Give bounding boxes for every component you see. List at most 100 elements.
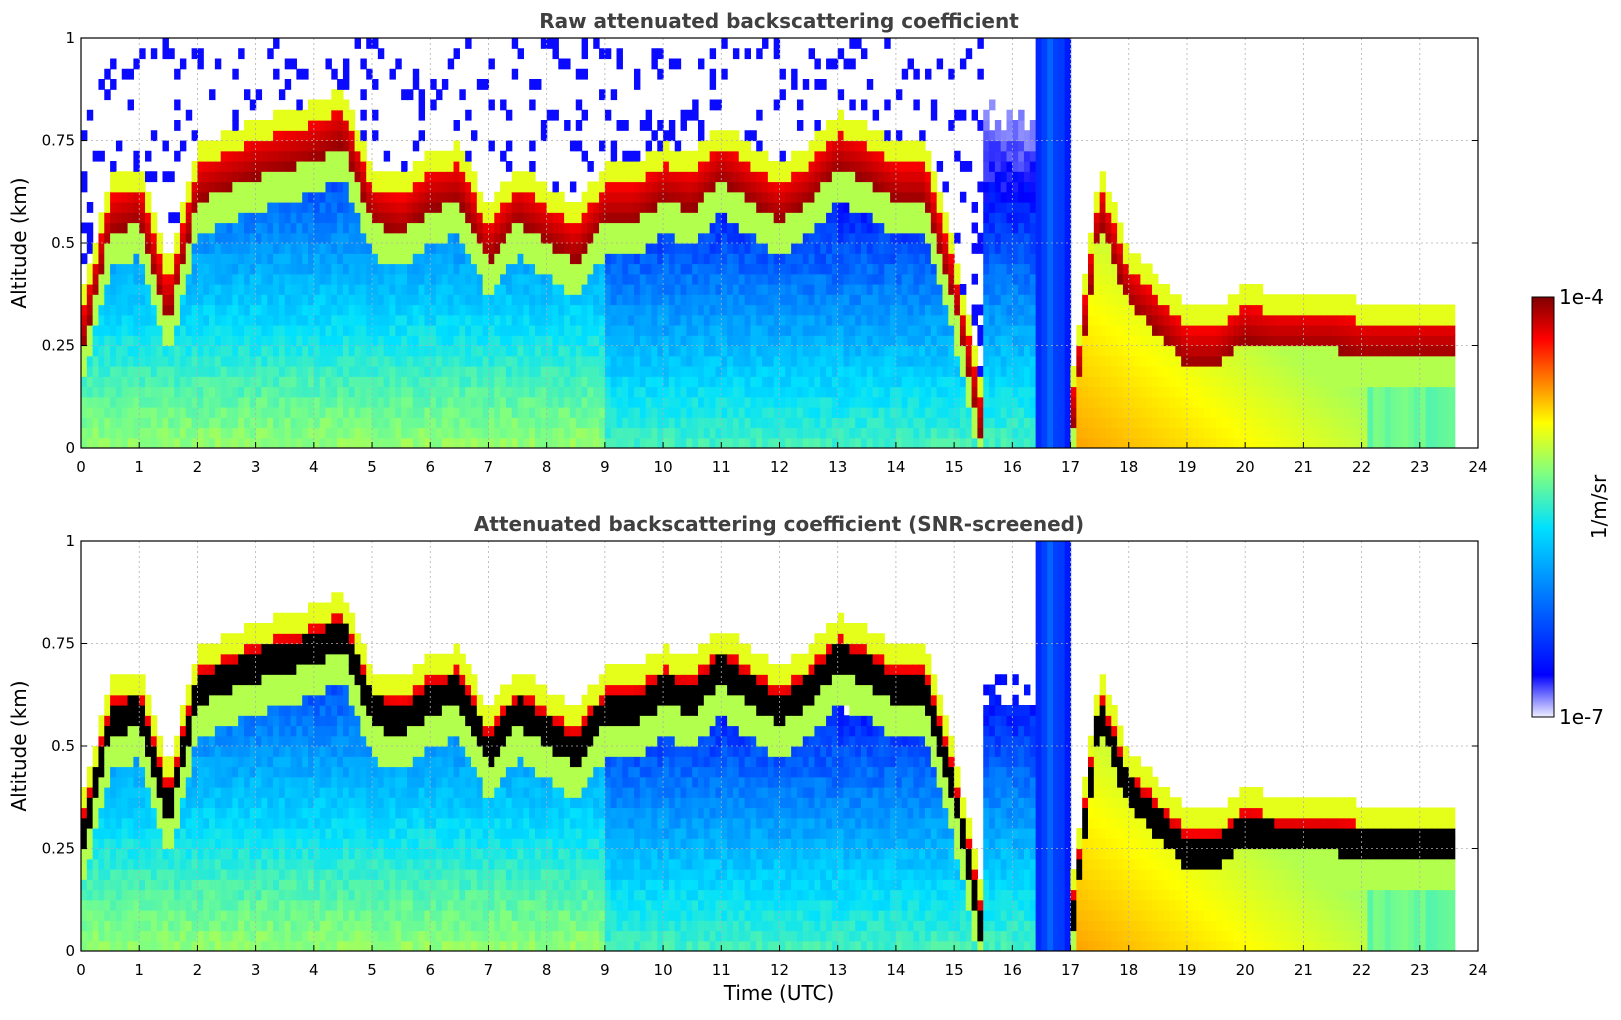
heatmap-cell bbox=[959, 345, 967, 357]
heatmap-cell bbox=[81, 407, 88, 418]
heatmap-cell bbox=[331, 140, 338, 152]
heatmap-cell bbox=[802, 202, 810, 213]
heatmap-cell bbox=[273, 304, 280, 316]
heatmap-cell bbox=[273, 181, 280, 193]
heatmap-cell bbox=[814, 130, 821, 142]
heatmap-cell bbox=[273, 366, 280, 377]
heatmap-cell bbox=[604, 355, 612, 367]
heatmap-cell bbox=[395, 284, 402, 295]
heatmap-cell bbox=[1000, 171, 1008, 183]
heatmap-cell bbox=[133, 253, 140, 265]
heatmap-cell bbox=[482, 212, 490, 224]
heatmap-cell bbox=[267, 202, 274, 213]
heatmap-cell bbox=[651, 335, 658, 347]
heatmap-cell bbox=[383, 304, 391, 316]
heatmap-cell bbox=[535, 243, 542, 254]
heatmap-cell bbox=[930, 212, 938, 224]
heatmap-cell bbox=[703, 212, 711, 224]
heatmap-cell bbox=[709, 396, 717, 408]
heatmap-cell bbox=[727, 386, 734, 398]
heatmap-cell bbox=[127, 99, 134, 111]
heatmap-cell bbox=[808, 222, 816, 234]
heatmap-cell bbox=[727, 396, 734, 408]
heatmap-cell bbox=[855, 345, 862, 357]
heatmap-cell bbox=[191, 130, 199, 142]
heatmap-cell bbox=[529, 253, 536, 265]
heatmap-cell bbox=[273, 243, 280, 254]
heatmap-cell bbox=[587, 437, 594, 448]
heatmap-cell bbox=[593, 437, 600, 448]
heatmap-cell bbox=[721, 222, 728, 234]
heatmap-cell bbox=[831, 58, 839, 70]
heatmap-cell bbox=[104, 253, 111, 265]
heatmap-cell bbox=[156, 417, 164, 429]
heatmap-cell bbox=[523, 417, 530, 429]
heatmap-cell bbox=[936, 253, 944, 265]
heatmap-cell bbox=[791, 79, 798, 90]
heatmap-cell bbox=[587, 325, 594, 336]
heatmap-cell bbox=[860, 171, 868, 183]
heatmap-cell bbox=[453, 437, 460, 448]
heatmap-cell bbox=[1041, 284, 1048, 295]
heatmap-cell bbox=[575, 294, 583, 306]
heatmap-cell bbox=[459, 437, 466, 448]
heatmap-cell bbox=[808, 355, 816, 367]
heatmap-cell bbox=[569, 335, 577, 347]
heatmap-cell bbox=[441, 150, 449, 162]
heatmap-cell bbox=[290, 191, 297, 203]
heatmap-cell bbox=[226, 243, 233, 254]
heatmap-cell bbox=[197, 366, 204, 377]
heatmap-cell bbox=[843, 386, 850, 398]
heatmap-cell bbox=[267, 437, 274, 448]
heatmap-cell bbox=[121, 427, 129, 439]
heatmap-cell bbox=[121, 294, 129, 306]
heatmap-cell bbox=[837, 212, 845, 224]
heatmap-cell bbox=[174, 437, 181, 448]
heatmap-cell bbox=[115, 253, 123, 265]
heatmap-cell bbox=[203, 437, 210, 448]
heatmap-cell bbox=[645, 161, 653, 172]
heatmap-cell bbox=[540, 386, 548, 398]
heatmap-cell bbox=[878, 202, 885, 213]
heatmap-cell bbox=[668, 376, 676, 388]
heatmap-cell bbox=[674, 284, 682, 295]
heatmap-cell bbox=[657, 325, 664, 336]
heatmap-cell bbox=[622, 243, 629, 254]
heatmap-cell bbox=[389, 273, 396, 285]
heatmap-cell bbox=[569, 325, 577, 336]
heatmap-cell bbox=[383, 284, 391, 295]
heatmap-cell bbox=[313, 120, 321, 131]
heatmap-cell bbox=[209, 191, 216, 203]
heatmap-cell bbox=[342, 304, 350, 316]
heatmap-cell bbox=[546, 284, 554, 295]
heatmap-cell bbox=[476, 202, 484, 213]
heatmap-cell bbox=[529, 407, 536, 418]
heatmap-cell bbox=[389, 304, 396, 316]
heatmap-cell bbox=[686, 376, 693, 388]
heatmap-cell bbox=[342, 79, 350, 90]
heatmap-cell bbox=[1047, 427, 1054, 439]
heatmap-cell bbox=[179, 366, 187, 377]
heatmap-cell bbox=[983, 325, 990, 336]
heatmap-cell bbox=[802, 243, 810, 254]
heatmap-cell bbox=[278, 222, 286, 234]
heatmap-cell bbox=[930, 202, 938, 213]
heatmap-cell bbox=[721, 417, 728, 429]
heatmap-cell bbox=[453, 232, 460, 244]
heatmap-cell bbox=[150, 407, 158, 418]
heatmap-cell bbox=[546, 345, 554, 357]
heatmap-cell bbox=[837, 181, 845, 193]
heatmap-cell bbox=[342, 120, 350, 131]
heatmap-cell bbox=[762, 304, 769, 316]
heatmap-cell bbox=[732, 273, 740, 285]
heatmap-cell bbox=[540, 232, 548, 244]
heatmap-cell bbox=[471, 181, 478, 193]
heatmap-cell bbox=[895, 325, 903, 336]
heatmap-cell bbox=[249, 181, 257, 193]
heatmap-cell bbox=[150, 232, 158, 244]
heatmap-cell bbox=[779, 222, 786, 234]
heatmap-cell bbox=[890, 161, 897, 172]
heatmap-cell bbox=[232, 68, 239, 80]
heatmap-cell bbox=[243, 386, 251, 398]
heatmap-cell bbox=[261, 222, 268, 234]
